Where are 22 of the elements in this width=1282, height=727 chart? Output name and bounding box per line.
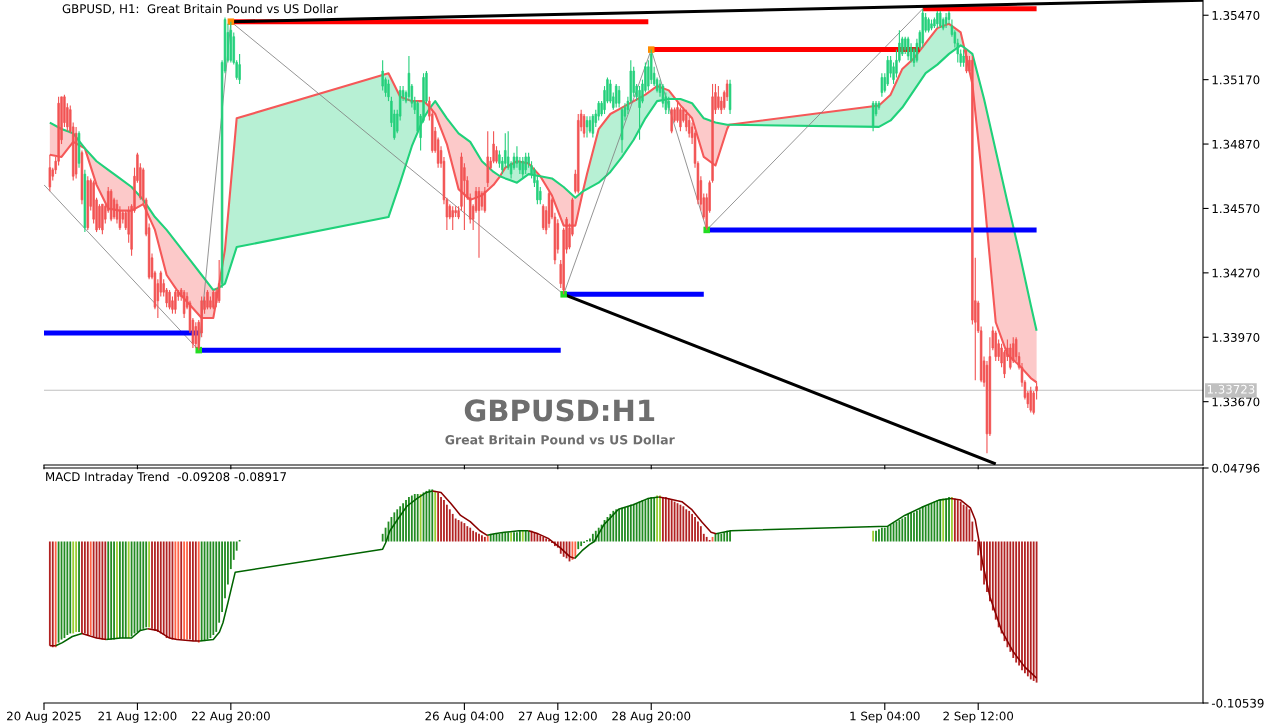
chart-title: MACD Intraday Trend -0.09208 -0.08917: [46, 472, 286, 484]
x-tick-label: 27 Aug 12:00: [518, 711, 597, 723]
y-tick-label: 0.04796: [1212, 463, 1260, 473]
x-tick-label: 22 Aug 20:00: [191, 711, 270, 723]
x-tick-label: 28 Aug 20:00: [612, 711, 691, 723]
x-tick-label: 2 Sep 12:00: [943, 711, 1014, 723]
x-tick-label: 21 Aug 12:00: [98, 711, 177, 723]
y-tick-label: -0.10539: [1211, 698, 1264, 708]
y-tick-label: 1.33970: [1212, 332, 1260, 342]
annotation: Great Britain Pound vs US Dollar: [445, 434, 675, 445]
y-tick-label: 1.34870: [1212, 139, 1260, 149]
y-tick-label: 1.34570: [1212, 204, 1260, 214]
y-tick-label: 1.33670: [1212, 397, 1260, 407]
ref-line-label: 1.33723: [1207, 384, 1255, 394]
x-tick-label: 26 Aug 04:00: [425, 711, 504, 723]
annotation: GBPUSD:H1: [464, 399, 655, 422]
y-tick-label: 1.35470: [1212, 10, 1260, 20]
x-tick-label: 1 Sep 04:00: [850, 711, 920, 723]
y-tick-label: 1.35170: [1212, 75, 1260, 85]
chart-title: GBPUSD, H1: Great Britain Pound vs US Dollar: [62, 4, 339, 15]
y-tick-label: 1.34270: [1212, 268, 1260, 278]
x-tick-label: 20 Aug 2025: [7, 711, 81, 723]
